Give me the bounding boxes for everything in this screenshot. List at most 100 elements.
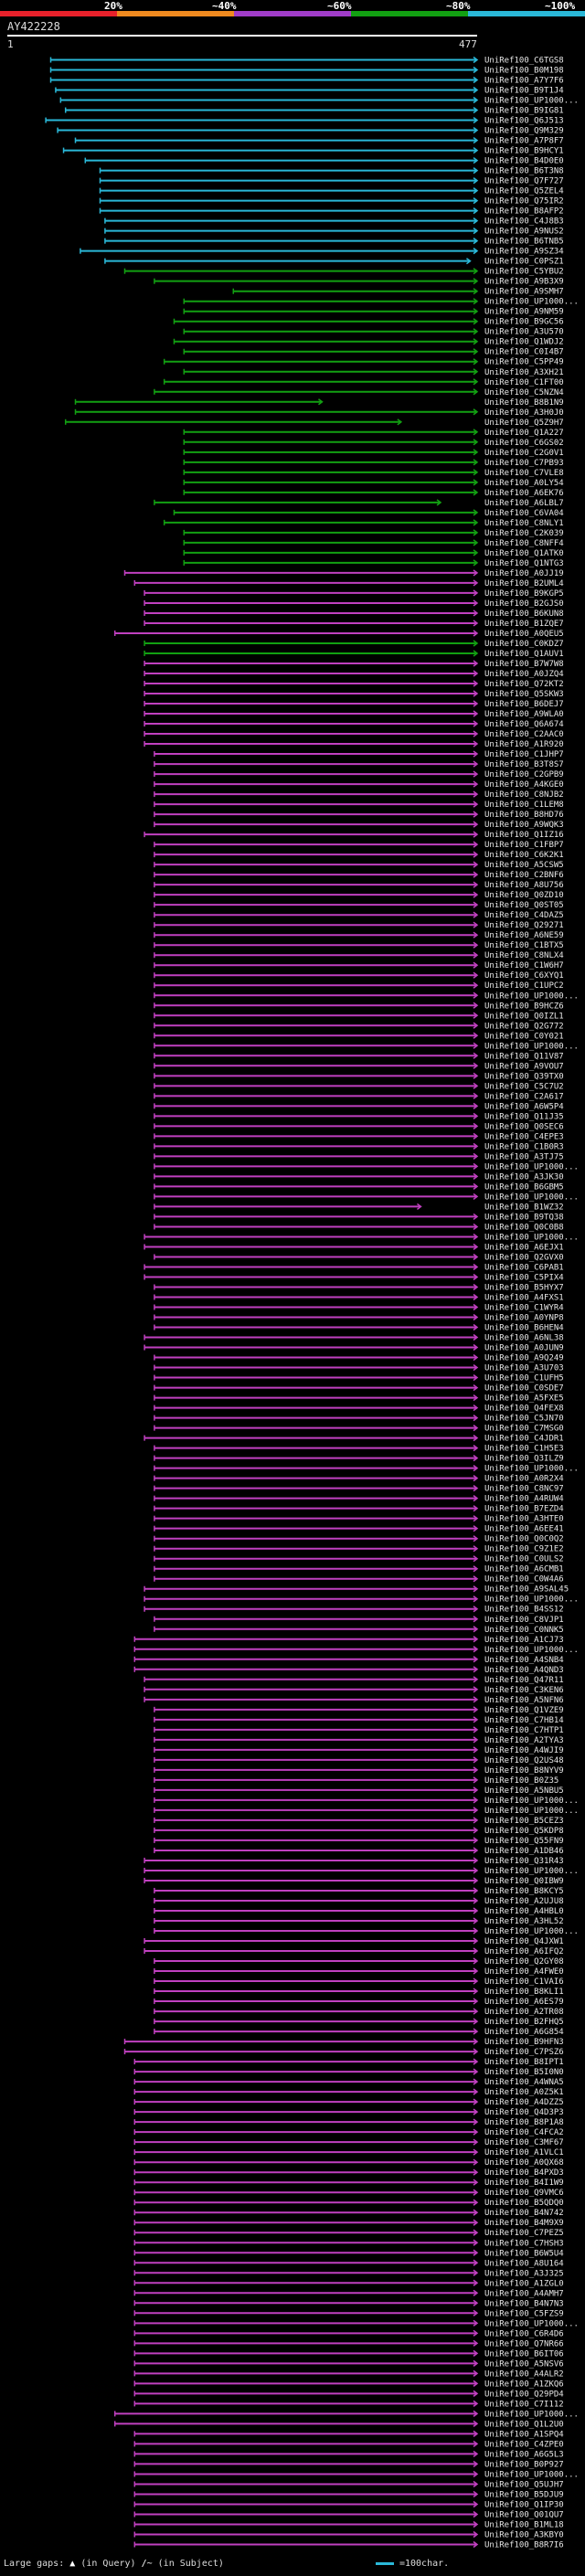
- hit-label[interactable]: UniRef100_C7VLE8: [484, 469, 564, 478]
- hit-label[interactable]: UniRef100_Q0C0B8: [484, 1223, 564, 1232]
- hit-label[interactable]: UniRef100_Q5UJH7: [484, 2480, 564, 2489]
- hit-label[interactable]: UniRef100_C8NJB2: [484, 790, 564, 800]
- hit-label[interactable]: UniRef100_C7PB93: [484, 459, 564, 468]
- hit-label[interactable]: UniRef100_B1ZQE7: [484, 620, 564, 629]
- hit-label[interactable]: UniRef100_C7HSH3: [484, 2239, 564, 2248]
- hit-label[interactable]: UniRef100_UP1000...: [484, 1042, 579, 1051]
- hit-label[interactable]: UniRef100_A0YNP8: [484, 1314, 564, 1323]
- hit-label[interactable]: UniRef100_C7HTP1: [484, 1726, 564, 1735]
- hit-label[interactable]: UniRef100_C2K039: [484, 529, 564, 538]
- hit-label[interactable]: UniRef100_C6R4D6: [484, 2329, 564, 2338]
- hit-label[interactable]: UniRef100_Q31R43: [484, 1857, 564, 1866]
- hit-label[interactable]: UniRef100_Q1WDJ2: [484, 338, 564, 347]
- hit-label[interactable]: UniRef100_Q0IBW9: [484, 1877, 564, 1886]
- hit-label[interactable]: UniRef100_B1WZ32: [484, 1203, 564, 1212]
- hit-label[interactable]: UniRef100_A4WNA5: [484, 2078, 564, 2087]
- hit-label[interactable]: UniRef100_Q2US48: [484, 1756, 564, 1765]
- hit-label[interactable]: UniRef100_C5FZS9: [484, 2309, 564, 2318]
- hit-label[interactable]: UniRef100_A3KBY0: [484, 2530, 564, 2539]
- hit-label[interactable]: UniRef100_C1B0R3: [484, 1142, 564, 1151]
- hit-label[interactable]: UniRef100_Q3ILZ9: [484, 1455, 564, 1464]
- hit-label[interactable]: UniRef100_B6DEJ7: [484, 700, 564, 709]
- hit-label[interactable]: UniRef100_UP1000...: [484, 1465, 579, 1474]
- hit-label[interactable]: UniRef100_C1UFH5: [484, 1374, 564, 1383]
- hit-label[interactable]: UniRef100_C6K2K1: [484, 851, 564, 860]
- hit-label[interactable]: UniRef100_Q5ZEL4: [484, 187, 564, 196]
- hit-label[interactable]: UniRef100_C6GS02: [484, 439, 564, 448]
- hit-label[interactable]: UniRef100_A1VLC1: [484, 2148, 564, 2157]
- hit-label[interactable]: UniRef100_UP1000...: [484, 2410, 579, 2419]
- hit-label[interactable]: UniRef100_A4QND3: [484, 1666, 564, 1675]
- hit-label[interactable]: UniRef100_C6XYQ1: [484, 971, 564, 981]
- hit-label[interactable]: UniRef100_UP1000...: [484, 1233, 579, 1242]
- hit-label[interactable]: UniRef100_A1SPQ4: [484, 2430, 564, 2439]
- hit-label[interactable]: UniRef100_Q6J513: [484, 117, 564, 126]
- hit-label[interactable]: UniRef100_Q9VMC6: [484, 2189, 564, 2198]
- hit-label[interactable]: UniRef100_B9GC56: [484, 318, 564, 327]
- hit-label[interactable]: UniRef100_A6NL38: [484, 1334, 564, 1343]
- hit-label[interactable]: UniRef100_C1JHP7: [484, 750, 564, 759]
- hit-label[interactable]: UniRef100_Q1A227: [484, 429, 564, 438]
- hit-label[interactable]: UniRef100_B4M9X9: [484, 2219, 564, 2228]
- hit-label[interactable]: UniRef100_C1H5E3: [484, 1445, 564, 1454]
- hit-label[interactable]: UniRef100_A0QX68: [484, 2158, 564, 2168]
- hit-label[interactable]: UniRef100_A4WJI9: [484, 1746, 564, 1755]
- hit-label[interactable]: UniRef100_A5CSW5: [484, 861, 564, 870]
- hit-label[interactable]: UniRef100_B5QDQ0: [484, 2199, 564, 2208]
- hit-label[interactable]: UniRef100_B3T8S7: [484, 760, 564, 769]
- hit-label[interactable]: UniRef100_Q29PD4: [484, 2390, 564, 2399]
- hit-label[interactable]: UniRef100_Q6A674: [484, 720, 564, 729]
- hit-label[interactable]: UniRef100_A8U756: [484, 881, 564, 890]
- hit-label[interactable]: UniRef100_Q1IZ16: [484, 831, 564, 840]
- hit-label[interactable]: UniRef100_C1W6H7: [484, 961, 564, 970]
- hit-label[interactable]: UniRef100_A4RUW4: [484, 1495, 564, 1504]
- hit-label[interactable]: UniRef100_UP1000...: [484, 1797, 579, 1806]
- hit-label[interactable]: UniRef100_Q1ATK0: [484, 549, 564, 558]
- hit-label[interactable]: UniRef100_A3TJ75: [484, 1152, 564, 1161]
- hit-label[interactable]: UniRef100_B9IG81: [484, 107, 564, 116]
- hit-label[interactable]: UniRef100_C7MSG0: [484, 1425, 564, 1434]
- hit-label[interactable]: UniRef100_C6PAB1: [484, 1263, 564, 1272]
- hit-label[interactable]: UniRef100_C2BNF6: [484, 871, 564, 880]
- hit-label[interactable]: UniRef100_Q5Z9H7: [484, 419, 564, 428]
- hit-label[interactable]: UniRef100_C2A617: [484, 1092, 564, 1101]
- hit-label[interactable]: UniRef100_C3MF67: [484, 2138, 564, 2147]
- hit-label[interactable]: UniRef100_C8NLX4: [484, 951, 564, 960]
- hit-label[interactable]: UniRef100_A0Z5K1: [484, 2088, 564, 2097]
- hit-label[interactable]: UniRef100_Q7F727: [484, 177, 564, 186]
- hit-label[interactable]: UniRef100_C0KDZ7: [484, 640, 564, 649]
- hit-label[interactable]: UniRef100_A9SAL45: [484, 1585, 569, 1595]
- hit-label[interactable]: UniRef100_B5I0N0: [484, 2068, 564, 2077]
- hit-label[interactable]: UniRef100_C4J8B3: [484, 217, 564, 227]
- hit-label[interactable]: UniRef100_A5NSV6: [484, 2359, 564, 2369]
- hit-label[interactable]: UniRef100_B2GJS0: [484, 599, 564, 609]
- hit-label[interactable]: UniRef100_A4DZZ5: [484, 2098, 564, 2107]
- hit-label[interactable]: UniRef100_Q0ST05: [484, 901, 564, 910]
- hit-label[interactable]: UniRef100_C9Z1E2: [484, 1545, 564, 1554]
- hit-label[interactable]: UniRef100_UP1000...: [484, 2470, 579, 2479]
- hit-label[interactable]: UniRef100_A9SZ34: [484, 248, 564, 257]
- hit-label[interactable]: UniRef100_A0QEU5: [484, 630, 564, 639]
- hit-label[interactable]: UniRef100_Q0IZL1: [484, 1012, 564, 1021]
- hit-label[interactable]: UniRef100_Q5KDP8: [484, 1827, 564, 1836]
- hit-label[interactable]: UniRef100_Q01QU7: [484, 2510, 564, 2519]
- hit-label[interactable]: UniRef100_A4FXS1: [484, 1293, 564, 1302]
- hit-label[interactable]: UniRef100_C0PSZ1: [484, 258, 564, 267]
- hit-label[interactable]: UniRef100_A0JUN9: [484, 1344, 564, 1353]
- hit-label[interactable]: UniRef100_UP1000...: [484, 1867, 579, 1876]
- hit-label[interactable]: UniRef100_UP1000...: [484, 1193, 579, 1202]
- hit-label[interactable]: UniRef100_B8NYV9: [484, 1766, 564, 1776]
- hit-label[interactable]: UniRef100_A9NM59: [484, 308, 564, 317]
- hit-label[interactable]: UniRef100_A6EK76: [484, 489, 564, 498]
- hit-label[interactable]: UniRef100_C4JDR1: [484, 1435, 564, 1444]
- hit-label[interactable]: UniRef100_C8NC97: [484, 1485, 564, 1494]
- hit-label[interactable]: UniRef100_Q2GY08: [484, 1957, 564, 1966]
- hit-label[interactable]: UniRef100_A9Q249: [484, 1354, 564, 1363]
- hit-label[interactable]: UniRef100_B4SS12: [484, 1606, 564, 1615]
- hit-label[interactable]: UniRef100_Q29271: [484, 921, 564, 930]
- hit-label[interactable]: UniRef100_B0M198: [484, 67, 564, 76]
- hit-label[interactable]: UniRef100_Q2GVX0: [484, 1253, 564, 1262]
- hit-label[interactable]: UniRef100_B5HYX7: [484, 1283, 564, 1292]
- hit-label[interactable]: UniRef100_UP1000...: [484, 1927, 579, 1936]
- hit-label[interactable]: UniRef100_A4FWE0: [484, 1967, 564, 1977]
